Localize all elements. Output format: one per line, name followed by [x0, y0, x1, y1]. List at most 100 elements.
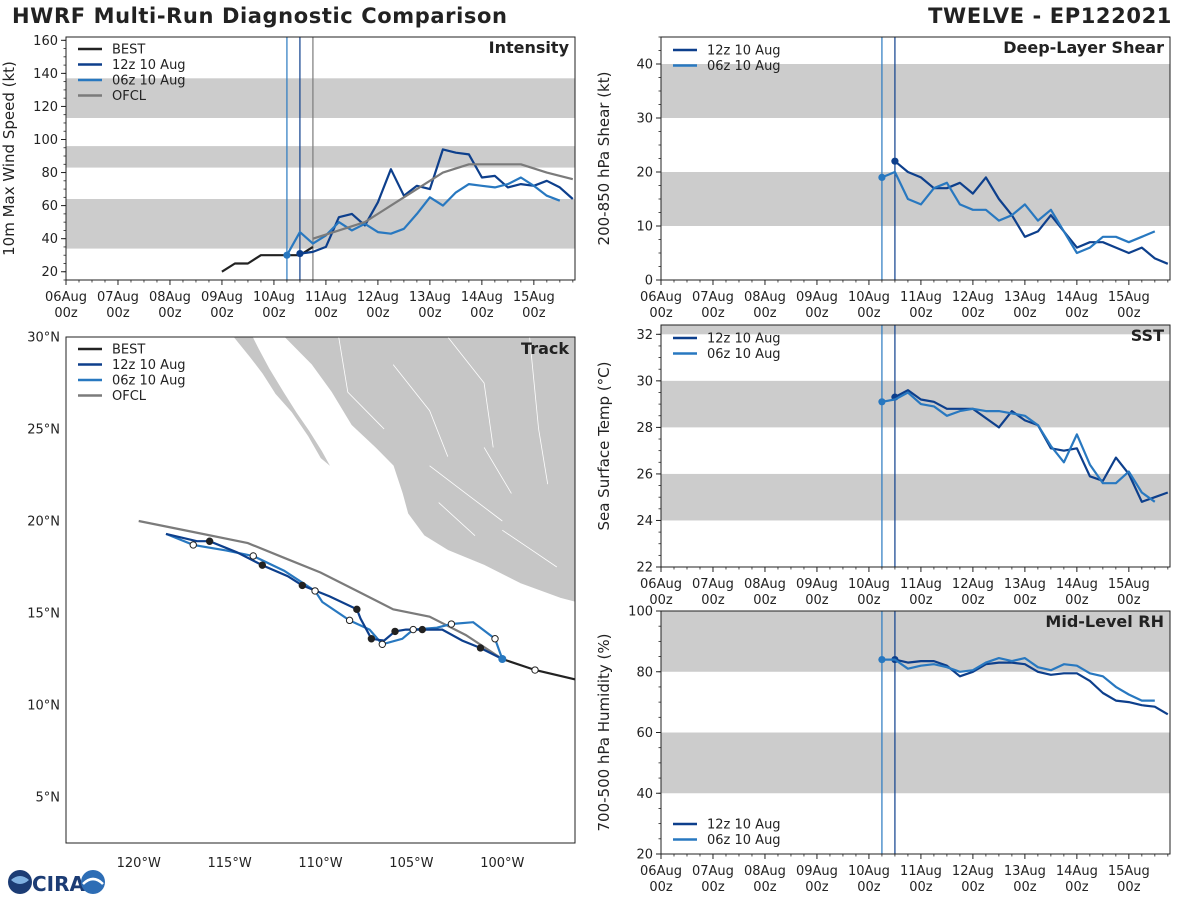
noaa-emblem-icon — [81, 870, 105, 894]
track-lat-label: 10°N — [27, 699, 60, 714]
rh-xtick-label-hour: 00z — [649, 880, 673, 895]
intensity-xtick-label-hour: 00z — [262, 306, 286, 321]
rh-xtick-label-day: 09Aug — [796, 864, 838, 879]
track-land-group — [232, 337, 575, 603]
intensity-band-1 — [66, 146, 575, 168]
shear-xtick-label-hour: 00z — [805, 306, 829, 321]
intensity-xtick-label-day: 07Aug — [97, 290, 139, 305]
shear-marker-run12 — [891, 157, 899, 165]
rh-series-run12 — [894, 658, 1169, 716]
rh-frame — [660, 610, 1171, 855]
intensity-ytick-label: 60 — [41, 199, 58, 214]
track-marker-filled — [418, 625, 426, 634]
track-lat-label: 30°N — [27, 331, 60, 346]
state-border — [483, 447, 512, 494]
track-line-ofcl — [138, 519, 503, 660]
shear-xtick-label-day: 08Aug — [744, 290, 786, 305]
state-border — [438, 502, 476, 536]
shear-xtick-label-day: 14Aug — [1056, 290, 1098, 305]
shear-xtick-label-hour: 00z — [753, 306, 777, 321]
rh-xtick-label-hour: 00z — [701, 880, 725, 895]
intensity-xtick-label-day: 09Aug — [201, 290, 243, 305]
rh-xtick-label-day: 06Aug — [640, 864, 682, 879]
intensity-series-best — [221, 245, 314, 273]
rh-ytick-label: 40 — [636, 787, 653, 802]
intensity-legend-label: 06z 10 Aug — [112, 74, 186, 89]
sst-xtick-label-day: 14Aug — [1056, 577, 1098, 592]
intensity-xtick-label-day: 10Aug — [253, 290, 295, 305]
sst-legend-label: 06z 10 Aug — [707, 347, 781, 362]
rh-panel: 2040608010006Aug00z07Aug00z08Aug00z09Aug… — [595, 605, 1171, 895]
sst-xtick-label-hour: 00z — [1013, 593, 1037, 608]
rh-xtick-label-hour: 00z — [857, 880, 881, 895]
rh-xtick-label-day: 13Aug — [1004, 864, 1046, 879]
rh-xtick-label-hour: 00z — [805, 880, 829, 895]
state-border — [447, 337, 494, 448]
shear-xtick-label-hour: 00z — [857, 306, 881, 321]
intensity-xtick-label-day: 08Aug — [149, 290, 191, 305]
track-line-run12 — [165, 532, 503, 660]
sst-ytick-label: 24 — [636, 514, 653, 529]
intensity-xtick-label-day: 14Aug — [461, 290, 503, 305]
track-marker-open — [409, 625, 417, 634]
sst-xtick-label-hour: 00z — [805, 593, 829, 608]
track-marker-open — [311, 587, 319, 595]
shear-ytick-label: 10 — [636, 220, 653, 235]
intensity-xtick-label-day: 11Aug — [305, 290, 347, 305]
rh-xtick-label-day: 12Aug — [952, 864, 994, 879]
shear-xtick-label-day: 12Aug — [952, 290, 994, 305]
intensity-xtick-label-hour: 00z — [366, 306, 390, 321]
track-marker-initial — [498, 655, 507, 663]
intensity-ytick-label: 120 — [33, 100, 58, 115]
shear-xtick-label-day: 13Aug — [1004, 290, 1046, 305]
sst-panel: 22242628303206Aug00z07Aug00z08Aug00z09Au… — [595, 324, 1171, 608]
sst-marker-run06 — [878, 398, 886, 406]
rh-ytick-label: 60 — [636, 726, 653, 741]
intensity-series-run06 — [285, 176, 561, 256]
intensity-frame — [65, 36, 576, 281]
track-marker-open — [189, 541, 197, 549]
track-marker-filled — [476, 644, 485, 652]
shear-xtick-label-hour: 00z — [701, 306, 725, 321]
track-lon-label: 120°W — [117, 856, 161, 871]
track-marker-filled — [391, 627, 399, 636]
sst-xtick-label-hour: 00z — [649, 593, 673, 608]
intensity-series-ofcl — [312, 163, 574, 240]
shear-series-run12 — [894, 160, 1169, 265]
sst-xtick-label-day: 08Aug — [744, 577, 786, 592]
sst-frame — [660, 324, 1171, 568]
rh-marker-run06 — [878, 656, 886, 664]
sst-legend-label: 12z 10 Aug — [707, 332, 781, 347]
sst-xtick-label-day: 10Aug — [848, 577, 890, 592]
shear-ytick-label: 30 — [636, 112, 653, 127]
track-marker-open — [447, 620, 456, 628]
track-marker-filled — [367, 635, 376, 643]
shear-ytick-label: 0 — [645, 274, 653, 289]
track-lat-label: 25°N — [27, 423, 60, 438]
shear-ylabel: 200-850 hPa Shear (kt) — [595, 72, 613, 246]
intensity-series-run12 — [299, 148, 574, 255]
track-marker-filled — [298, 581, 307, 590]
intensity-xtick-label-hour: 00z — [418, 306, 442, 321]
sst-xtick-label-hour: 00z — [701, 593, 725, 608]
rh-legend-label: 12z 10 Aug — [707, 818, 781, 833]
figure-title: HWRF Multi-Run Diagnostic Comparison — [12, 4, 508, 28]
shear-ytick-label: 40 — [636, 58, 653, 73]
shear-legend-label: 06z 10 Aug — [707, 59, 781, 74]
sst-xtick-label-hour: 00z — [1117, 593, 1141, 608]
track-panel: 5°N 10°N 15°N 20°N 25°N 30°N 120°W 115°W 110°W 10… — [27, 331, 585, 871]
intensity-ytick-label: 20 — [41, 265, 58, 280]
track-marker-best — [579, 678, 585, 684]
rh-xtick-label-hour: 00z — [1117, 880, 1141, 895]
rh-ytick-label: 80 — [636, 665, 653, 680]
globe-continent — [11, 876, 29, 884]
shear-xtick-label-day: 09Aug — [796, 290, 838, 305]
rh-marker-run12 — [891, 656, 899, 664]
track-ocean — [66, 337, 575, 843]
intensity-ytick-label: 160 — [33, 34, 58, 49]
sst-xtick-label-day: 13Aug — [1004, 577, 1046, 592]
shear-frame — [660, 36, 1171, 281]
rh-band-0 — [661, 732, 1170, 794]
sst-xtick-label-day: 09Aug — [796, 577, 838, 592]
track-lon-label: 110°W — [298, 856, 342, 871]
